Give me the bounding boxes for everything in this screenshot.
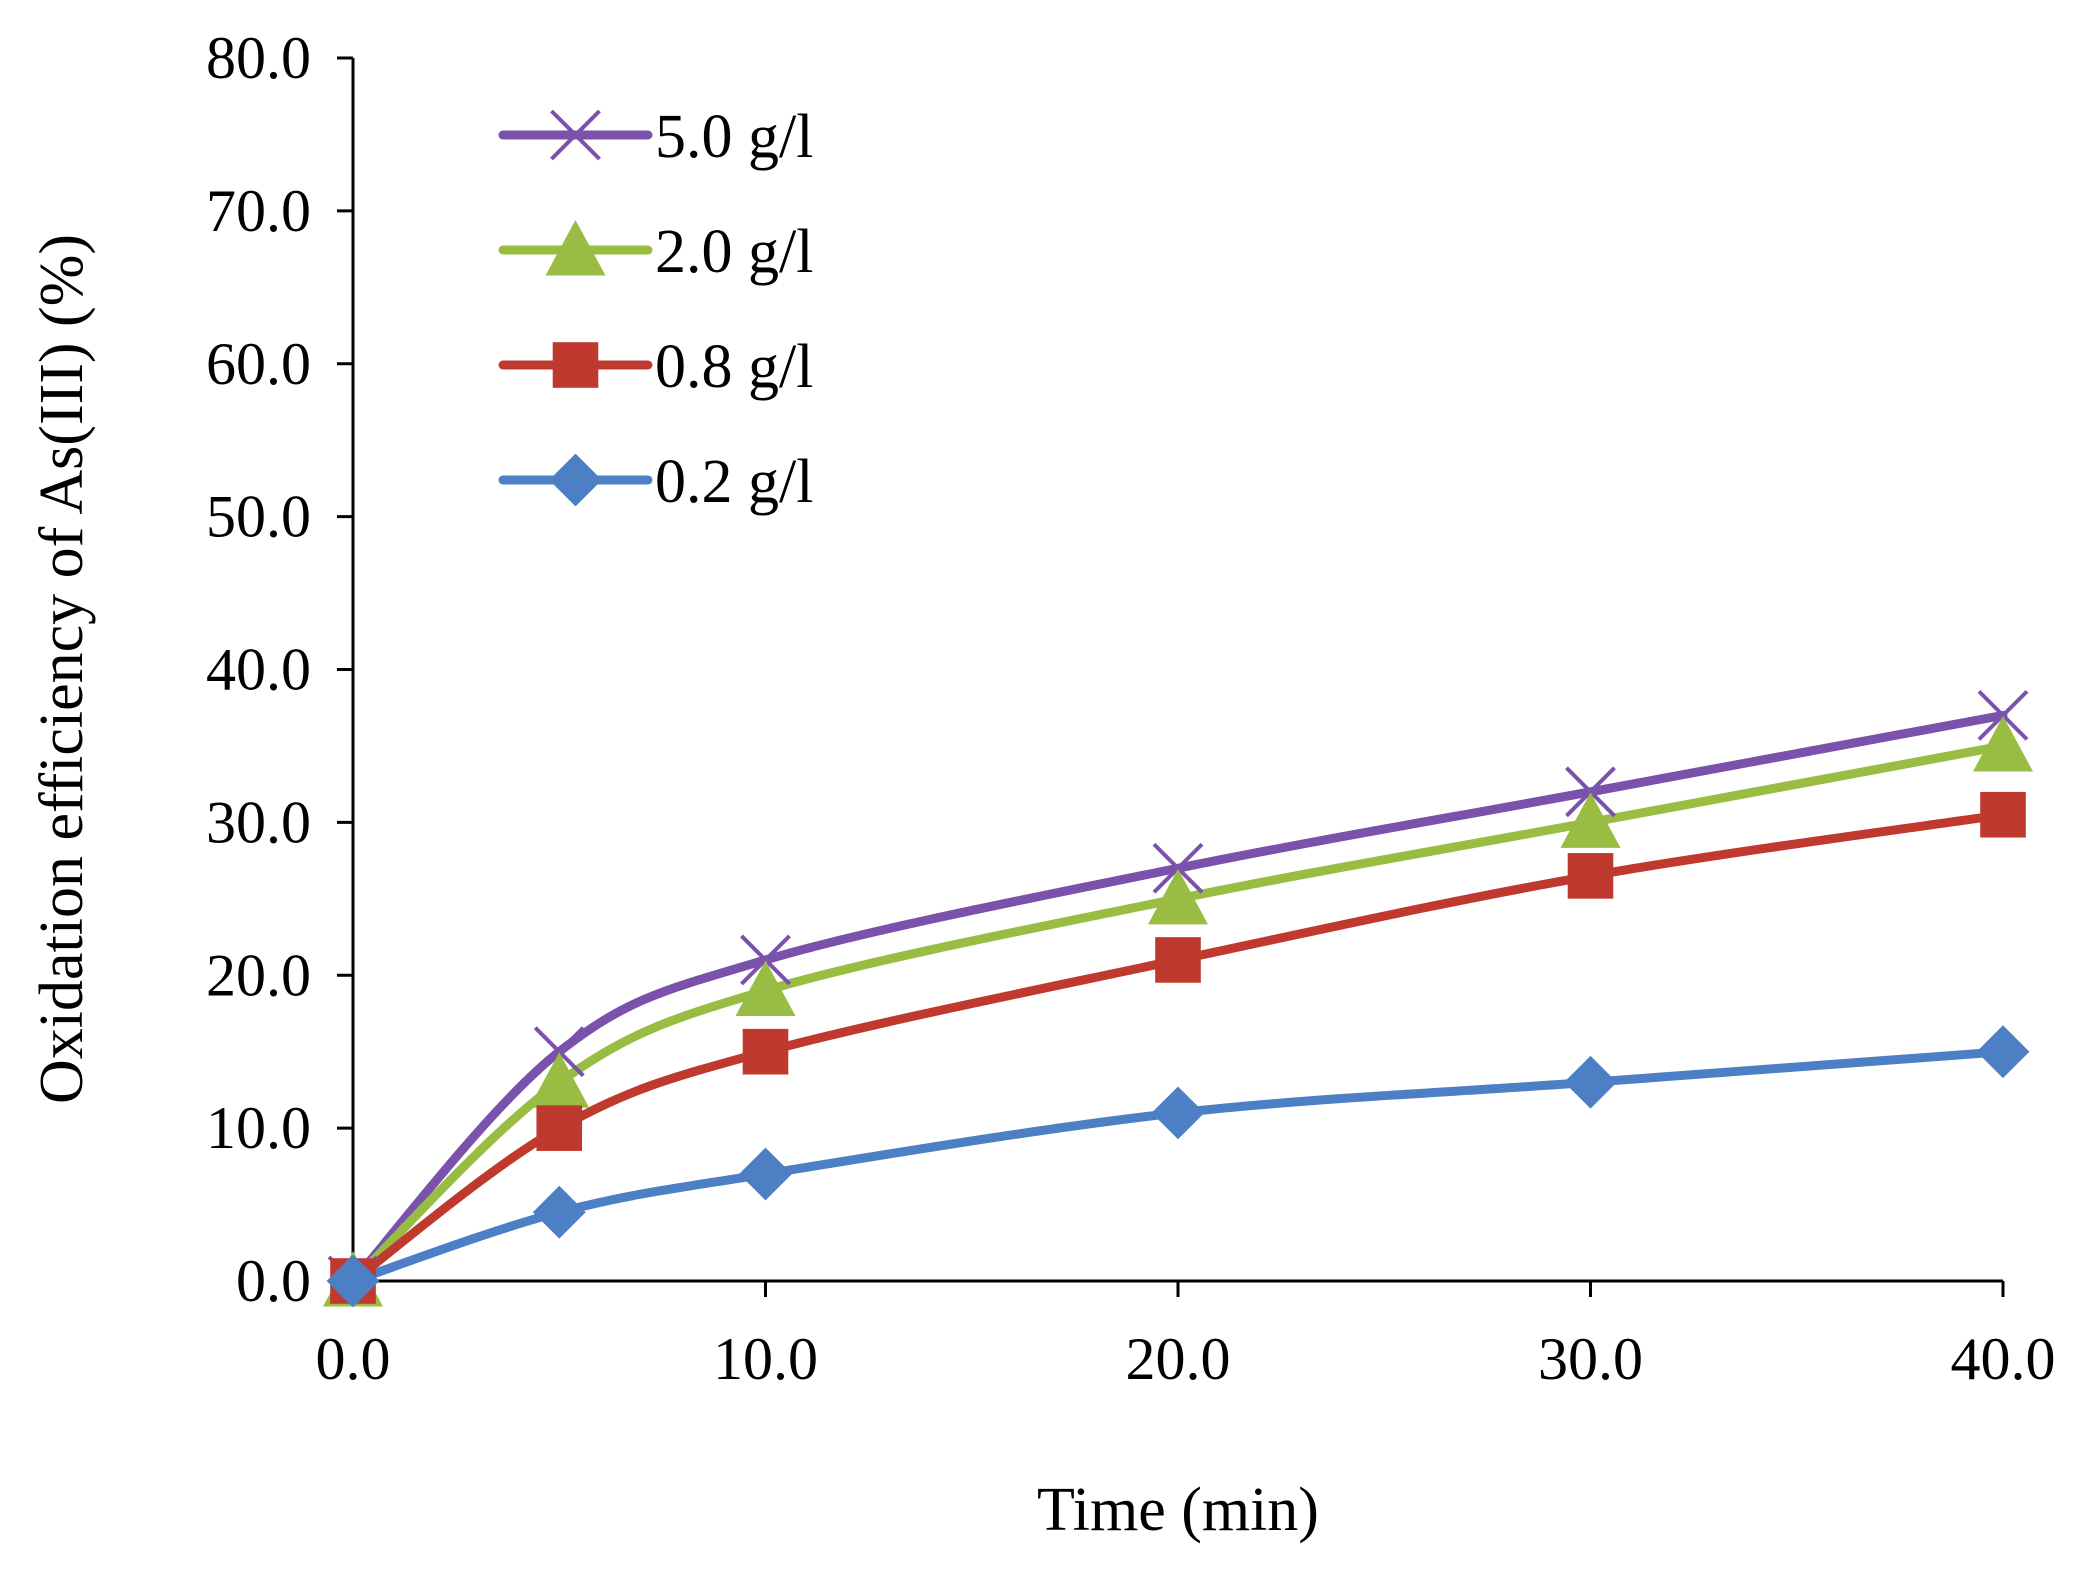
legend-marker-triangle-icon <box>545 220 606 276</box>
data-point-diamond-icon <box>326 1254 380 1308</box>
data-point-x-icon <box>1977 689 2029 741</box>
y-tick-label: 0.0 <box>236 1248 311 1314</box>
legend-item: 0.8 g/l <box>498 333 813 401</box>
y-tick-label: 70.0 <box>206 178 311 244</box>
data-point-x-icon <box>533 1026 585 1078</box>
series-lines <box>348 710 2008 1286</box>
x-tick-label: 40.0 <box>1951 1326 2056 1392</box>
data-point-square-icon <box>1155 937 1201 983</box>
legend-label: 0.2 g/l <box>655 448 813 516</box>
data-point-triangle-icon <box>1148 868 1208 925</box>
y-tick-label: 80.0 <box>206 25 311 91</box>
data-point-square-icon <box>742 1028 789 1075</box>
y-axis-title: Oxidation efficiency of As(III) (%) <box>28 234 96 1104</box>
y-tick-label: 50.0 <box>206 484 311 550</box>
data-point-diamond-icon <box>739 1147 792 1201</box>
legend: 5.0 g/l 2.0 g/l 0.8 g/l 0.2 g/l <box>498 103 813 516</box>
data-point-x-icon <box>1565 766 1616 818</box>
y-tick-label: 60.0 <box>206 331 311 397</box>
legend-item: 0.2 g/l <box>498 448 813 516</box>
legend-label: 2.0 g/l <box>655 218 813 286</box>
data-point-square-icon <box>1567 853 1614 899</box>
x-tick-label: 0.0 <box>316 1326 391 1392</box>
x-tick-label: 20.0 <box>1126 1326 1231 1392</box>
data-point-square-icon <box>536 1105 583 1151</box>
x-tick-label: 10.0 <box>713 1326 818 1392</box>
series-line-3 <box>348 1047 2008 1286</box>
legend-item: 2.0 g/l <box>498 218 813 286</box>
data-point-triangle-icon <box>529 1052 590 1108</box>
legend-item: 5.0 g/l <box>498 103 813 171</box>
legend-marker-x-icon <box>550 109 601 161</box>
series-markers <box>323 689 2033 1308</box>
y-tick-label: 30.0 <box>206 789 311 855</box>
legend-label: 5.0 g/l <box>655 103 813 171</box>
y-axis-ticks: 0.0 10.0 20.0 30.0 40.0 50.0 60.0 70.0 80.0 <box>206 25 353 1314</box>
x-tick-label: 30.0 <box>1538 1326 1643 1392</box>
legend-marker-diamond-icon <box>549 453 602 507</box>
data-point-triangle-icon <box>735 960 796 1017</box>
data-point-triangle-icon <box>1560 792 1621 848</box>
data-point-diamond-icon <box>1976 1025 2030 1079</box>
legend-marker-square-icon <box>552 342 599 388</box>
y-tick-label: 20.0 <box>206 942 311 1008</box>
data-point-x-icon <box>740 934 791 986</box>
series-line-0 <box>348 710 2008 1286</box>
y-tick-label: 10.0 <box>206 1095 311 1161</box>
x-axis-ticks: 0.0 10.0 20.0 30.0 40.0 <box>316 1281 2056 1392</box>
data-point-diamond-icon <box>1564 1055 1617 1109</box>
x-axis-title: Time (min) <box>1037 1476 1319 1544</box>
y-tick-label: 40.0 <box>206 637 311 703</box>
data-point-x-icon <box>1152 842 1204 894</box>
data-point-diamond-icon <box>532 1185 586 1239</box>
data-point-square-icon <box>1980 791 2026 838</box>
data-point-diamond-icon <box>1151 1086 1205 1140</box>
data-point-triangle-icon <box>1973 715 2033 772</box>
legend-label: 0.8 g/l <box>655 333 813 401</box>
